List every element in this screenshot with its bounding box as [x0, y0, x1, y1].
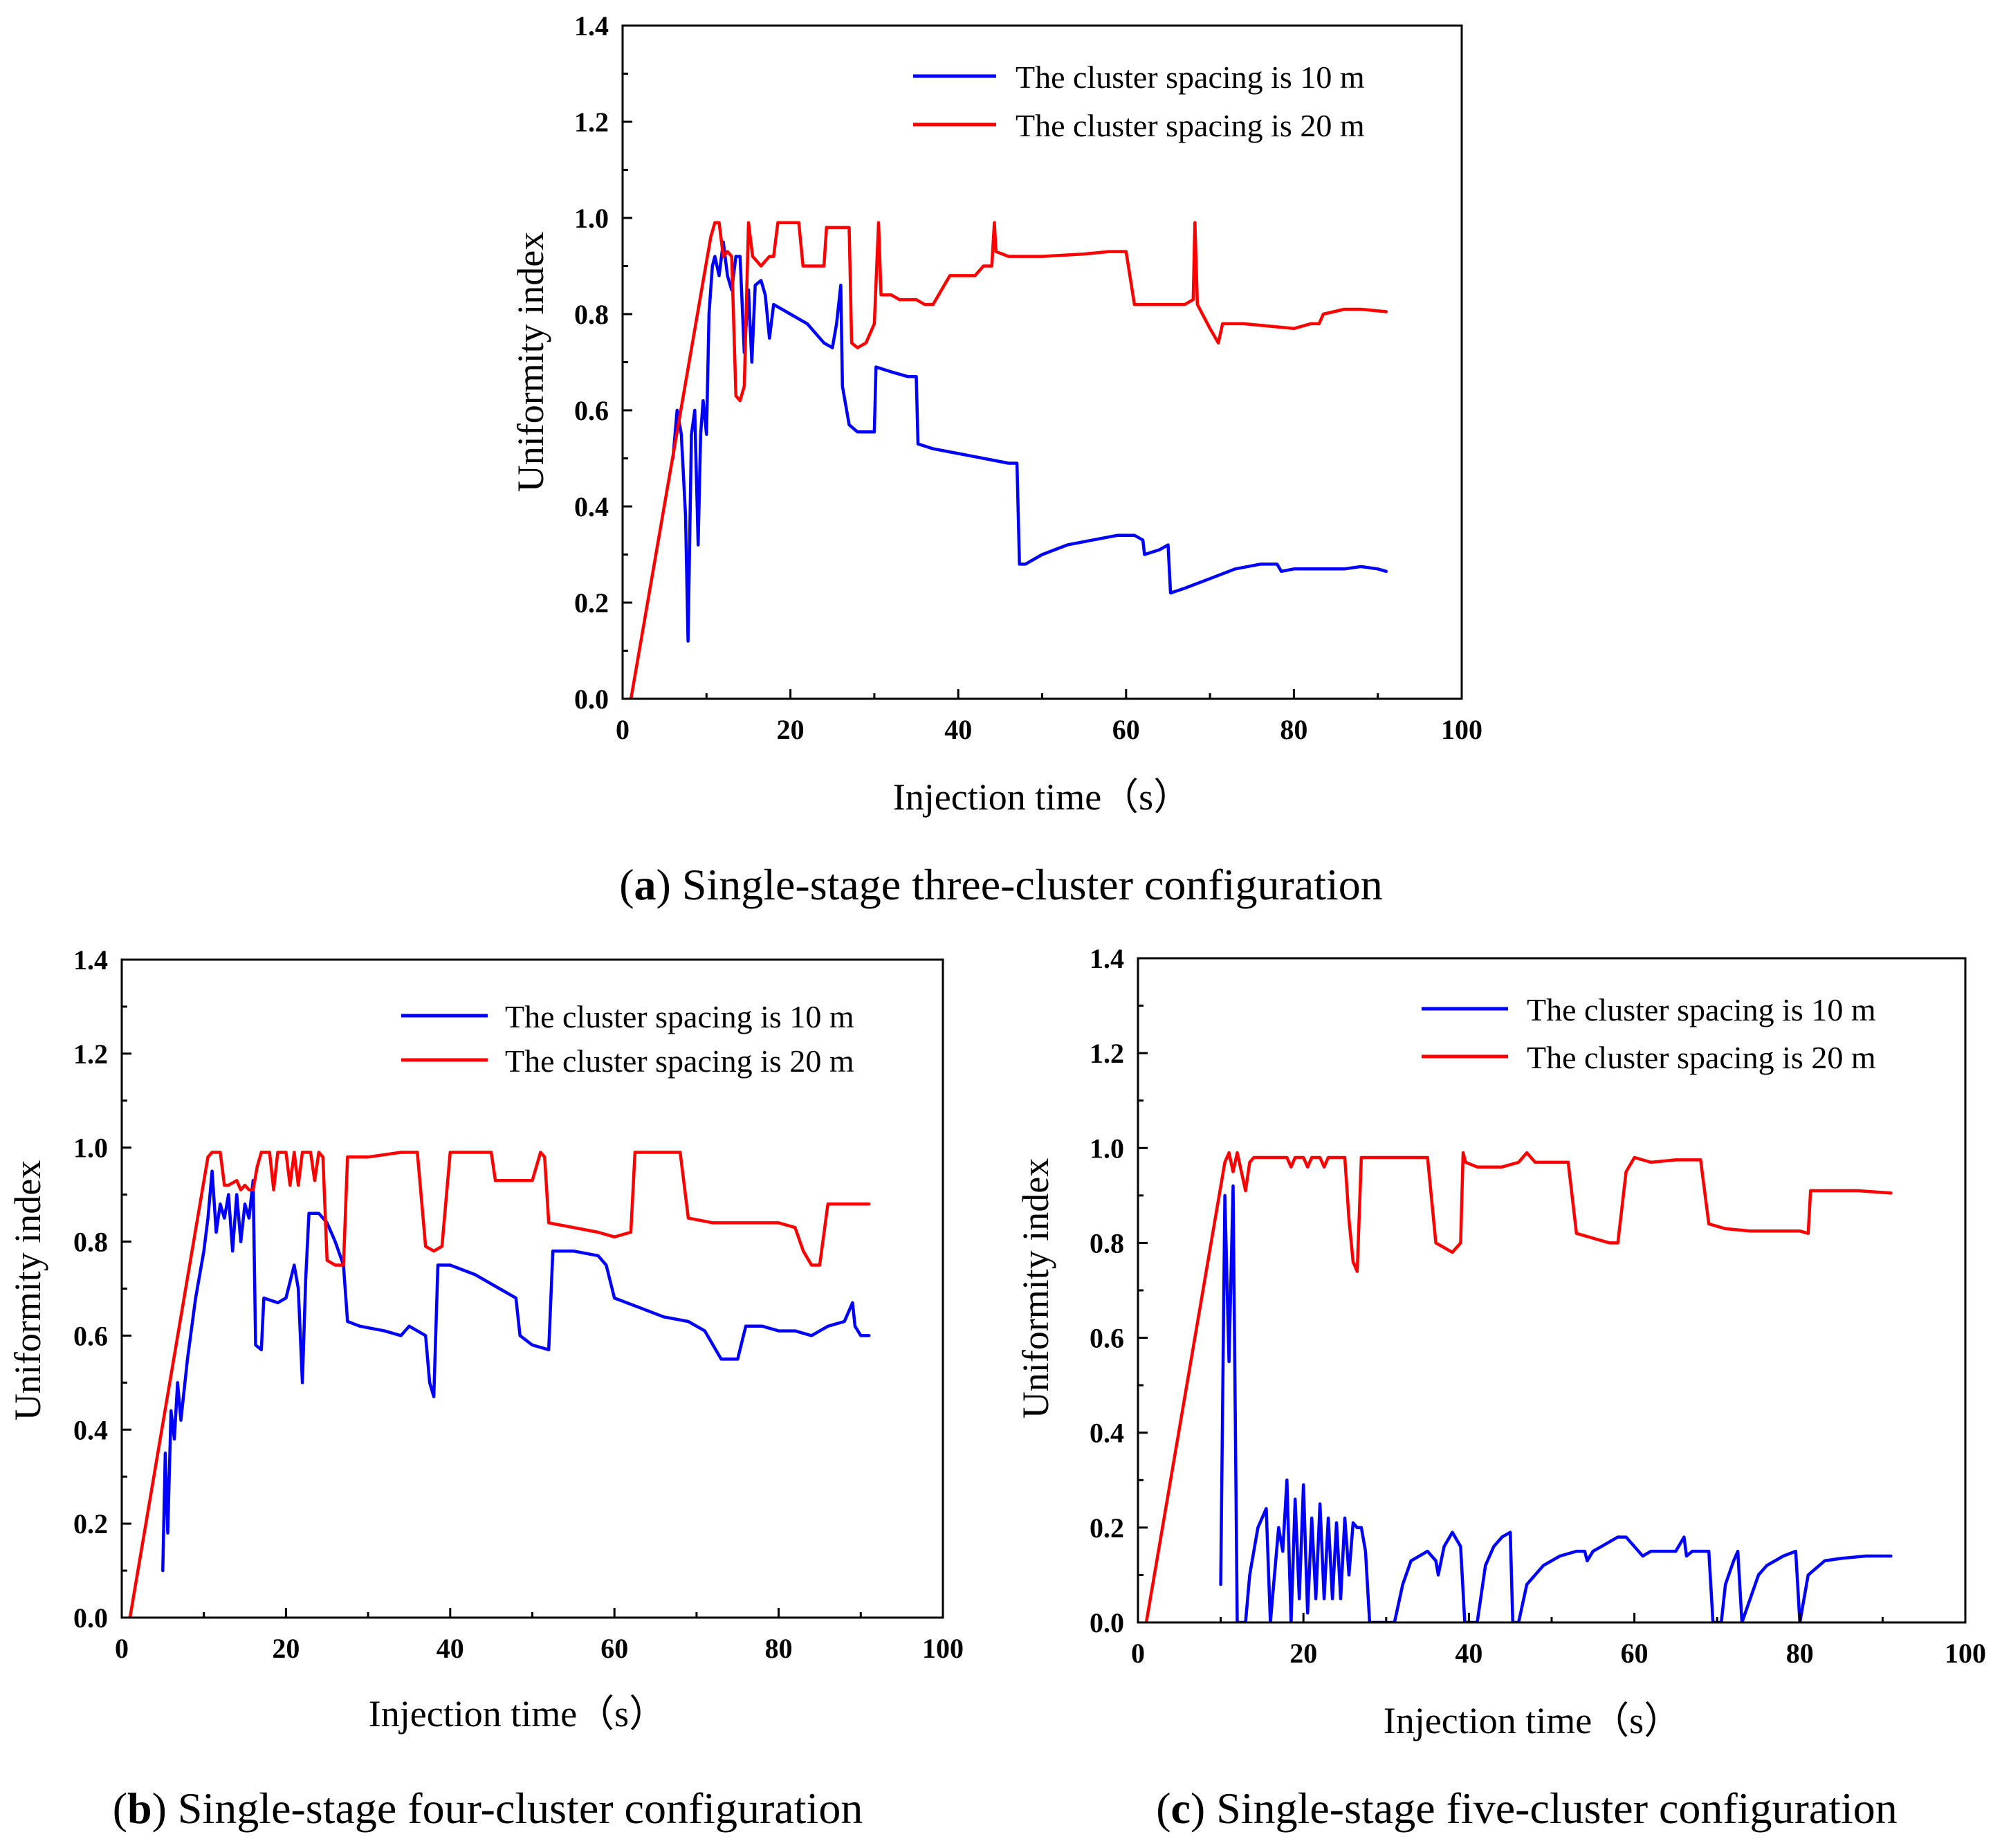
x-tick-label: 80 — [1786, 1638, 1814, 1669]
caption-a-letter: a — [634, 860, 656, 909]
panel-c: 0 20 40 60 80 100 0.0 0.2 0.4 0.6 0.8 1.0 1.2 1.4 The… — [1015, 943, 1986, 1833]
y-tick-label: 0.8 — [73, 1227, 108, 1258]
x-axis-label: Injection time（s） — [893, 776, 1191, 818]
legend-label-10m: The cluster spacing is 10 m — [1527, 992, 1876, 1027]
series-line-10m — [161, 1169, 871, 1573]
y-tick-label: 0.8 — [574, 299, 609, 330]
y-tick-label: 1.2 — [574, 107, 609, 138]
x-tick-label: 60 — [1112, 714, 1140, 745]
series-line-20m — [128, 1151, 871, 1618]
caption-a: (a) Single-stage three-cluster configura… — [619, 860, 1383, 909]
caption-c-letter: c — [1171, 1784, 1191, 1833]
x-tick-label: 100 — [1945, 1638, 1986, 1669]
y-tick-label: 1.4 — [73, 944, 108, 976]
caption-b-letter: b — [127, 1784, 152, 1833]
y-tick-label: 0.6 — [73, 1320, 108, 1351]
legend-label-20m: The cluster spacing is 20 m — [1016, 108, 1365, 143]
series-line-20m — [629, 221, 1388, 699]
y-tick-label: 0.0 — [1090, 1607, 1124, 1638]
legend-label-20m: The cluster spacing is 20 m — [505, 1043, 854, 1079]
caption-a-text: Single-stage three-cluster configuration — [682, 860, 1383, 909]
y-tick-label: 0.0 — [73, 1602, 108, 1634]
y-tick-label: 1.4 — [1090, 943, 1124, 974]
y-tick-label: 0.4 — [1090, 1418, 1124, 1449]
caption-c: (c) Single-stage five-cluster configurat… — [1156, 1784, 1898, 1833]
x-tick-label: 20 — [777, 714, 805, 745]
y-tick-label: 0.8 — [1090, 1227, 1124, 1259]
panel-a: 0 20 40 60 80 100 0.0 0.2 0.4 0.6 0.8 1.0 1.2 1.4 The… — [510, 10, 1482, 909]
y-tick-label: 0.0 — [574, 684, 609, 715]
y-tick-label: 1.4 — [574, 10, 609, 42]
caption-b-text: Single-stage four-cluster configuration — [178, 1784, 863, 1833]
x-tick-label: 60 — [600, 1633, 628, 1664]
y-tick-label: 1.2 — [73, 1039, 108, 1070]
x-tick-label: 20 — [272, 1633, 300, 1664]
x-tick-label: 100 — [1441, 714, 1482, 745]
x-axis-label: Injection time（s） — [1384, 1700, 1681, 1741]
y-tick-label: 0.2 — [73, 1508, 108, 1539]
series-line-10m — [1219, 1184, 1893, 1622]
x-tick-label: 60 — [1621, 1638, 1649, 1669]
y-tick-label: 1.0 — [73, 1133, 108, 1164]
legend-label-20m: The cluster spacing is 20 m — [1527, 1040, 1876, 1075]
y-tick-label: 1.0 — [1090, 1133, 1124, 1164]
y-tick-label: 0.6 — [1090, 1323, 1124, 1354]
y-tick-label: 0.2 — [574, 587, 609, 619]
y-tick-label: 0.4 — [73, 1414, 108, 1445]
y-tick-label: 1.0 — [574, 203, 609, 234]
series-line-10m — [671, 240, 1388, 643]
x-tick-label: 0 — [115, 1633, 129, 1664]
y-tick-label: 0.6 — [574, 395, 609, 426]
x-tick-label: 0 — [1131, 1638, 1145, 1669]
x-tick-label: 80 — [1280, 714, 1307, 745]
legend-label-10m: The cluster spacing is 10 m — [1016, 60, 1365, 95]
x-tick-label: 20 — [1289, 1638, 1317, 1669]
series-line-20m — [1144, 1151, 1893, 1622]
panel-b: 0 20 40 60 80 100 0.0 0.2 0.4 0.6 0.8 1.0 1.2 1.4 The… — [7, 944, 964, 1833]
y-tick-label: 0.2 — [1090, 1512, 1124, 1544]
x-tick-label: 80 — [765, 1633, 793, 1664]
y-axis-label: Uniformity index — [510, 232, 551, 492]
y-tick-label: 1.2 — [1090, 1038, 1124, 1069]
x-tick-label: 0 — [616, 714, 630, 745]
x-tick-label: 40 — [437, 1633, 464, 1664]
y-tick-label: 0.4 — [574, 491, 609, 522]
y-axis-label: Uniformity index — [1015, 1158, 1056, 1418]
x-axis-label: Injection time（s） — [369, 1693, 666, 1735]
x-tick-label: 40 — [1455, 1638, 1482, 1669]
x-tick-label: 100 — [922, 1633, 964, 1664]
x-tick-label: 40 — [944, 714, 972, 745]
caption-c-text: Single-stage five-cluster configuration — [1216, 1784, 1898, 1833]
caption-b: (b) Single-stage four-cluster configurat… — [113, 1784, 863, 1833]
y-axis-label: Uniformity index — [7, 1160, 48, 1420]
legend-label-10m: The cluster spacing is 10 m — [505, 999, 854, 1034]
